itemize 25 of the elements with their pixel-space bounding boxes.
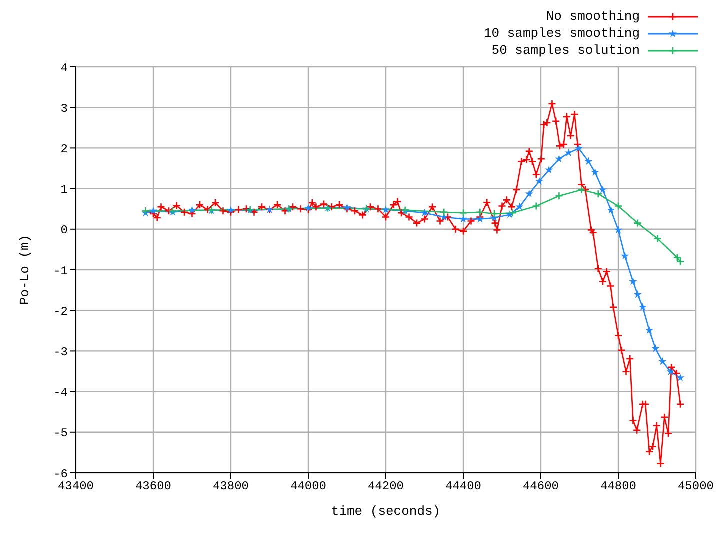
y-tick-label: 3 bbox=[60, 102, 68, 116]
y-tick-label: -3 bbox=[54, 345, 68, 360]
x-tick-label: 43800 bbox=[212, 480, 250, 494]
y-tick-label: -2 bbox=[54, 304, 68, 319]
x-tick-label: 45000 bbox=[678, 480, 714, 494]
x-tick-label: 43400 bbox=[58, 480, 94, 494]
y-tick-label: -5 bbox=[54, 426, 68, 441]
y-tick-label: 2 bbox=[60, 142, 68, 156]
x-tick-label: 44800 bbox=[600, 480, 637, 494]
x-tick-label: 44000 bbox=[290, 480, 327, 494]
x-tick-label: 44400 bbox=[445, 480, 482, 494]
legend-label: 10 samples smoothing bbox=[484, 26, 640, 41]
x-tick-label: 44600 bbox=[522, 480, 560, 494]
y-tick-label: 0 bbox=[60, 224, 68, 238]
x-tick-label: 44200 bbox=[368, 480, 404, 494]
y-tick-label: -1 bbox=[54, 264, 68, 278]
legend-label: No smoothing bbox=[546, 9, 640, 24]
y-tick-label: 1 bbox=[60, 183, 68, 198]
y-tick-label: 4 bbox=[60, 61, 68, 76]
y-axis-title: Po-Lo (m) bbox=[18, 234, 33, 306]
y-tick-label: -4 bbox=[54, 386, 68, 400]
y-tick-label: -6 bbox=[54, 467, 68, 482]
legend-label: 50 samples solution bbox=[492, 43, 640, 58]
x-axis-title: time (seconds) bbox=[331, 504, 441, 519]
x-tick-label: 43600 bbox=[135, 480, 172, 494]
